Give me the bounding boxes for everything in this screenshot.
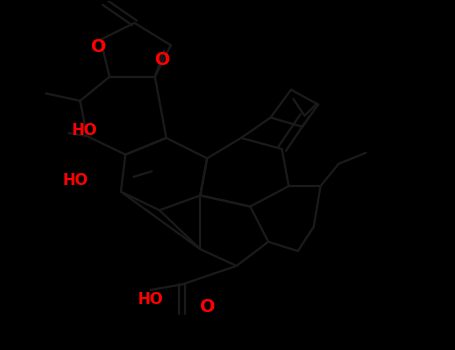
Text: HO: HO	[137, 292, 163, 307]
Text: HO: HO	[72, 123, 97, 138]
Text: O: O	[199, 298, 215, 316]
Text: O: O	[154, 51, 169, 69]
Text: HO: HO	[63, 173, 88, 188]
Text: O: O	[91, 38, 106, 56]
